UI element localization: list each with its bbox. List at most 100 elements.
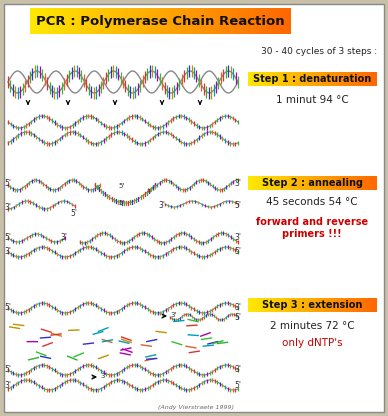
Text: Step 2 : annealing: Step 2 : annealing [262,178,362,188]
Bar [299,72,301,86]
Bar [215,8,218,34]
Bar [300,176,302,190]
Bar [362,298,364,312]
Bar [355,72,357,86]
Bar [275,176,277,190]
Bar [327,176,329,190]
Bar [340,72,342,86]
Bar [310,298,311,312]
Bar [354,72,356,86]
Bar [339,298,341,312]
Bar [343,72,345,86]
Bar [297,72,298,86]
Bar [316,176,318,190]
Bar [255,72,256,86]
Text: 30 - 40 cycles of 3 steps :: 30 - 40 cycles of 3 steps : [261,47,377,57]
Bar [257,72,259,86]
Bar [322,176,324,190]
Bar [344,298,346,312]
Bar [191,8,194,34]
Bar [335,72,337,86]
Bar [256,72,258,86]
Bar [204,8,207,34]
Bar [66,8,69,34]
Bar [160,8,163,34]
Bar [270,298,272,312]
Bar [338,72,340,86]
Bar [265,298,267,312]
Bar [176,8,179,34]
Bar [348,298,350,312]
Bar [254,8,257,34]
Bar [326,72,328,86]
Bar [272,8,275,34]
Bar [189,8,192,34]
Bar [121,8,124,34]
Bar [316,72,318,86]
Bar [350,176,352,190]
Bar [346,72,348,86]
Bar [353,72,355,86]
Bar [334,176,336,190]
Bar [280,72,282,86]
Bar [372,176,374,190]
Bar [336,298,338,312]
Bar [359,72,361,86]
Bar [358,176,360,190]
Bar [256,298,258,312]
Bar [327,298,329,312]
Bar [355,298,357,312]
Bar [295,72,297,86]
Bar [330,72,332,86]
Bar [269,8,272,34]
Bar [98,8,101,34]
Bar [108,8,111,34]
Bar [315,72,316,86]
Bar [95,8,98,34]
Bar [373,72,375,86]
Bar [331,72,333,86]
Text: 5': 5' [234,381,241,389]
Bar [260,298,261,312]
Bar [258,176,260,190]
Bar [313,176,315,190]
Bar [274,8,277,34]
Bar [291,298,293,312]
Bar [346,176,348,190]
Bar [272,72,274,86]
Bar [256,176,258,190]
Text: 3': 3' [234,304,241,312]
Bar [262,298,264,312]
Bar [364,176,366,190]
Bar [303,298,305,312]
Bar [142,8,145,34]
Bar [285,298,287,312]
Bar [263,298,265,312]
Bar [271,176,273,190]
Bar [202,8,205,34]
Bar [279,298,281,312]
Bar [246,8,249,34]
Bar [288,176,289,190]
Bar [85,8,88,34]
Bar [308,298,310,312]
Bar [260,176,261,190]
Bar [51,8,54,34]
Bar [48,8,51,34]
Bar [297,298,298,312]
Bar [134,8,137,34]
Bar [343,298,345,312]
Bar [30,8,33,34]
Bar [252,298,254,312]
Bar [103,8,106,34]
Bar [74,8,77,34]
Bar [284,176,286,190]
Bar [259,8,262,34]
Bar [338,298,340,312]
Bar [350,72,352,86]
Bar [80,8,83,34]
Bar [320,72,322,86]
Bar [258,298,260,312]
Bar [77,8,80,34]
Bar [371,298,372,312]
